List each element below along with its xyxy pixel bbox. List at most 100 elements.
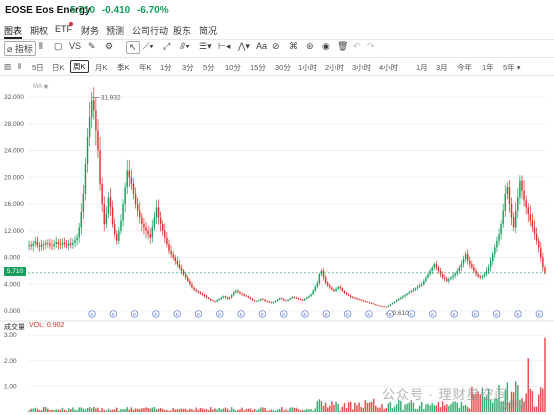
range-1m[interactable]: 1月: [416, 63, 428, 72]
ray-tool-icon[interactable]: ⤢: [163, 41, 171, 51]
layout-icon[interactable]: ▥: [4, 62, 12, 71]
volume-bar: [178, 409, 181, 412]
period-year[interactable]: 年K: [139, 63, 152, 72]
period-day[interactable]: 日K: [52, 63, 65, 72]
candle-body: [410, 290, 413, 293]
volume-bar: [51, 409, 53, 412]
candle-body: [184, 274, 187, 278]
volume-bar: [400, 400, 402, 412]
volume-bar: [180, 408, 183, 412]
tab-etf[interactable]: ETF: [55, 24, 72, 34]
period-1h[interactable]: 1小时: [298, 63, 318, 72]
candle-body: [508, 187, 511, 204]
tab-shareholders[interactable]: 股东: [173, 26, 192, 36]
candle-body: [76, 237, 78, 241]
volume-bar: [473, 394, 475, 412]
volume-bar: [210, 407, 212, 412]
candle-body: [189, 280, 191, 285]
tab-options[interactable]: 期权: [30, 26, 49, 36]
candle-body: [383, 306, 385, 308]
volume-bar: [454, 401, 456, 412]
rect-select-icon[interactable]: ▢: [54, 41, 63, 51]
tab-corporate-actions[interactable]: 公司行动: [132, 26, 169, 36]
volume-bar: [318, 399, 321, 412]
redo-icon[interactable]: ↷: [367, 41, 375, 51]
period-5min[interactable]: 5分: [203, 63, 215, 72]
volume-bar: [506, 382, 509, 412]
candle-body: [199, 292, 202, 294]
volume-bar: [542, 388, 544, 412]
candle-body: [310, 294, 312, 297]
edit-icon[interactable]: ✎: [88, 41, 96, 51]
candle-body: [492, 254, 494, 261]
chart-type-icon[interactable]: ⫴: [18, 62, 22, 71]
candle-body: [385, 306, 387, 308]
range-3m[interactable]: 3月: [436, 63, 448, 72]
trash-icon[interactable]: 🗑: [337, 41, 349, 51]
candle-body: [203, 294, 206, 297]
period-month[interactable]: 月K: [95, 63, 108, 72]
volume-bar: [47, 408, 49, 412]
text-tool-icon[interactable]: Aa: [256, 41, 268, 51]
line-tool-icon[interactable]: ⟋▾: [143, 41, 154, 51]
period-1min[interactable]: 1分: [160, 63, 172, 72]
volume-bar: [255, 410, 258, 412]
candle-body: [262, 298, 264, 300]
volume-bar: [90, 408, 93, 412]
pattern-tool-icon[interactable]: ⋀▾: [238, 41, 250, 51]
range-5y[interactable]: 5年 ▾: [503, 63, 521, 72]
annotations: 31.932 ← 0.610: [28, 94, 546, 317]
volume-bar: [489, 400, 492, 412]
period-3h[interactable]: 3小时: [352, 63, 372, 72]
volume-bar: [358, 402, 360, 412]
settings-icon[interactable]: ⚙: [105, 41, 114, 51]
volume-bar: [517, 385, 519, 412]
candle-body: [322, 270, 325, 278]
candle-body: [258, 300, 260, 302]
period-15min[interactable]: 15分: [250, 63, 266, 72]
cursor-icon[interactable]: ↖: [126, 41, 140, 54]
candle-body: [132, 183, 135, 194]
event-marker-label: E: [261, 312, 264, 317]
candle-body: [494, 247, 496, 255]
lock-icon[interactable]: ⊛: [306, 41, 314, 51]
indicator-button[interactable]: ⌀ 指标: [4, 41, 36, 56]
candle-body: [500, 224, 502, 235]
candle-body: [103, 204, 105, 225]
channel-tool-icon[interactable]: ⫻▾: [180, 41, 190, 51]
candle-body: [30, 244, 32, 247]
range-1y[interactable]: 1年: [482, 63, 494, 72]
brush-tool-icon[interactable]: ⊘: [272, 41, 280, 51]
period-4h[interactable]: 4小时: [379, 63, 399, 72]
period-5d[interactable]: 5日: [32, 63, 44, 72]
period-10min[interactable]: 10分: [225, 63, 241, 72]
period-quarter[interactable]: 季K: [117, 63, 130, 72]
candle-body: [414, 288, 417, 290]
fib-tool-icon[interactable]: ☰▾: [199, 41, 212, 51]
tab-chart[interactable]: 图表: [4, 26, 23, 36]
price-chart[interactable]: 32.000 28.000 24.000 20.000 16.000 12.000 8.00…: [0, 76, 554, 415]
magnet-icon[interactable]: ⌘: [289, 41, 298, 51]
eye-icon[interactable]: ◉: [322, 41, 330, 51]
tab-forecast[interactable]: 预测: [106, 26, 125, 36]
vs-compare-button[interactable]: VS: [69, 41, 82, 51]
period-2h[interactable]: 2小时: [325, 63, 345, 72]
tab-profile[interactable]: 简况: [199, 26, 218, 36]
candle-body: [504, 193, 507, 211]
tab-financials[interactable]: 财务: [81, 26, 100, 36]
candle-body: [251, 298, 254, 301]
candle-type-icon[interactable]: ⫴: [39, 41, 43, 51]
volume-bar: [385, 408, 387, 412]
undo-icon[interactable]: ↶: [353, 41, 361, 51]
candle-body: [182, 270, 185, 275]
volume-bar: [387, 403, 390, 412]
volume-bar: [416, 408, 419, 412]
range-ytd[interactable]: 今年: [457, 63, 472, 72]
period-week[interactable]: 周K: [70, 60, 89, 73]
period-30min[interactable]: 30分: [275, 63, 291, 72]
period-3min[interactable]: 3分: [182, 63, 194, 72]
volume-bar: [258, 409, 260, 412]
volume-bar: [36, 408, 39, 412]
volume-bar: [527, 358, 529, 412]
measure-tool-icon[interactable]: ⊢◂: [218, 41, 231, 51]
